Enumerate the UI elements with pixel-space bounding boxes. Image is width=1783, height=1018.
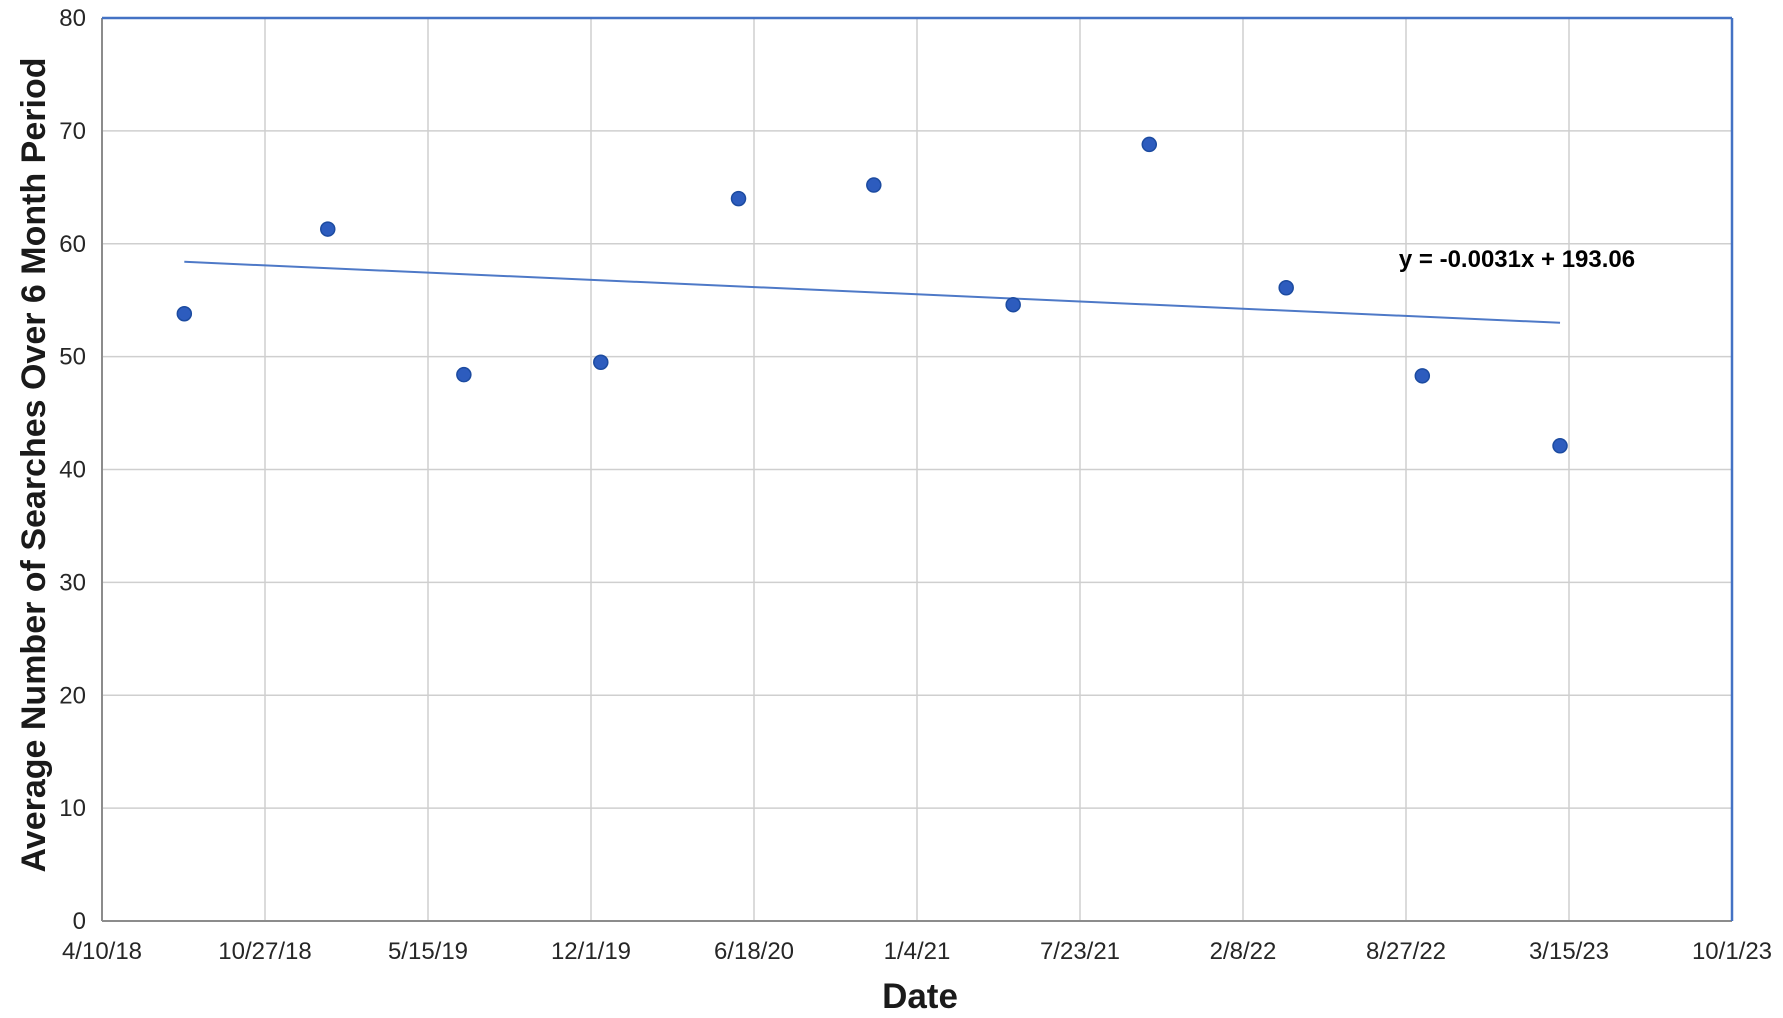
y-tick-label: 30 xyxy=(59,569,86,596)
trendline xyxy=(184,260,1561,324)
data-point xyxy=(320,221,336,237)
data-points xyxy=(176,136,1568,454)
data-point xyxy=(866,177,882,193)
data-point xyxy=(730,190,747,207)
data-point xyxy=(176,305,193,322)
y-axis-tick-labels: 0 10 20 30 40 50 60 70 80 xyxy=(59,5,86,935)
y-tick-label: 70 xyxy=(59,118,86,145)
data-point xyxy=(1414,368,1431,384)
data-point xyxy=(456,366,472,383)
y-tick-label: 0 xyxy=(73,908,86,935)
x-tick-label: 1/4/21 xyxy=(884,938,951,965)
x-tick-label: 3/15/23 xyxy=(1529,938,1609,965)
x-tick-label: 10/1/23 xyxy=(1692,938,1772,965)
data-point xyxy=(1278,280,1294,296)
data-point xyxy=(1005,296,1021,313)
x-tick-label: 4/10/18 xyxy=(62,938,142,965)
x-tick-label: 10/27/18 xyxy=(218,938,311,965)
x-tick-label: 8/27/22 xyxy=(1366,938,1446,965)
data-point xyxy=(1141,136,1158,153)
y-tick-label: 50 xyxy=(59,344,86,371)
y-tick-label: 10 xyxy=(59,795,86,822)
data-point xyxy=(1552,438,1568,454)
y-axis-title: Average Number of Searches Over 6 Month … xyxy=(15,58,53,873)
data-point xyxy=(593,354,609,371)
trendline-equation: y = -0.0031x + 193.06 xyxy=(1399,246,1635,273)
y-tick-label: 60 xyxy=(59,231,86,258)
trend-line xyxy=(184,260,1561,324)
x-tick-label: 12/1/19 xyxy=(551,938,631,965)
x-axis-tick-labels: 4/10/18 10/27/18 5/15/19 12/1/19 6/18/20 1/4/… xyxy=(62,938,1772,965)
x-tick-label: 7/23/21 xyxy=(1040,938,1120,965)
x-axis-title: Date xyxy=(882,977,958,1016)
y-tick-label: 20 xyxy=(59,682,86,709)
y-tick-label: 40 xyxy=(59,457,86,484)
gridlines xyxy=(102,18,1732,921)
x-tick-label: 5/15/19 xyxy=(388,938,468,965)
y-tick-label: 80 xyxy=(59,5,86,32)
x-tick-label: 6/18/20 xyxy=(714,938,794,965)
x-tick-label: 2/8/22 xyxy=(1210,938,1277,965)
